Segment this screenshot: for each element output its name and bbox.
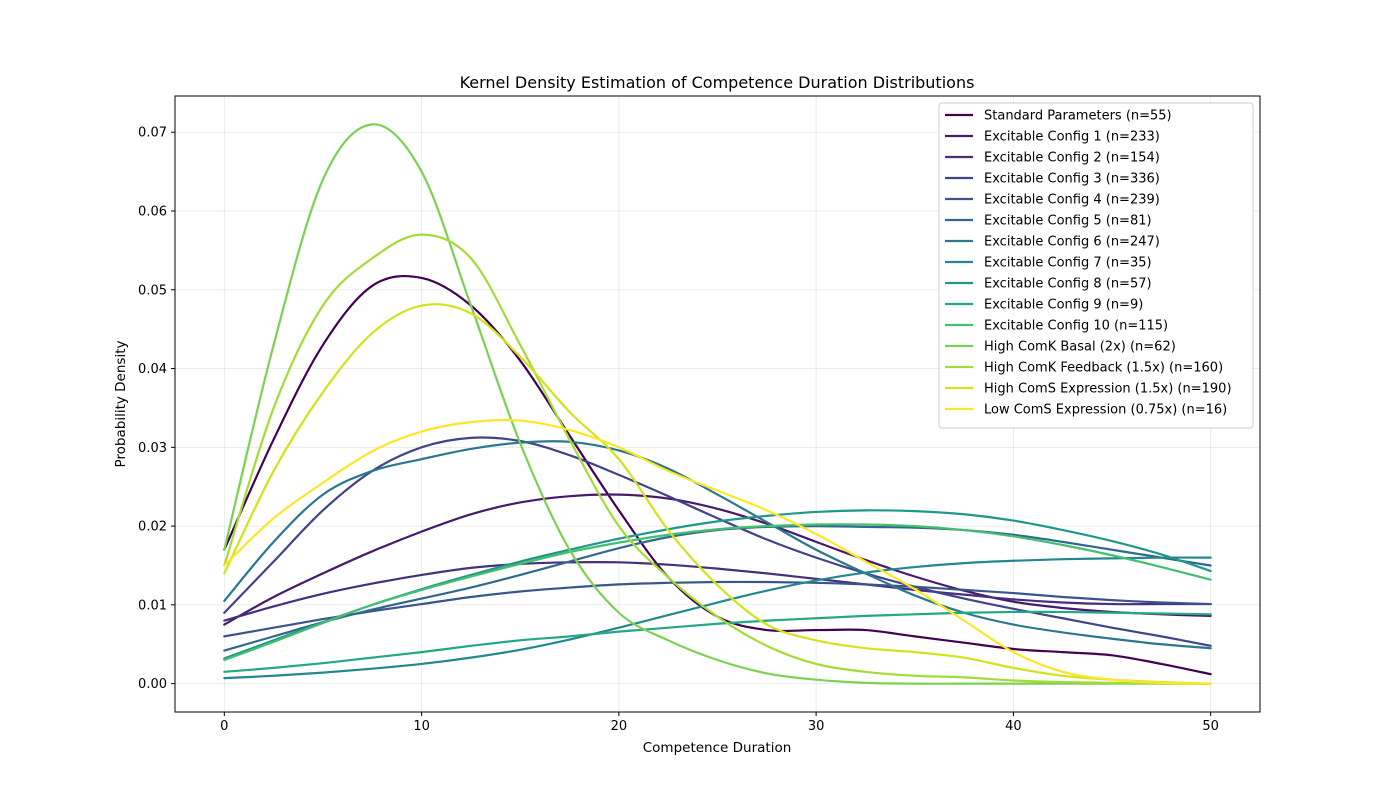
series-line-12 [223, 123, 1212, 685]
legend-entry: Excitable Config 5 (n=81) [984, 214, 1152, 229]
x-tick-label: 40 [1005, 719, 1022, 734]
y-axis-label: Probability Density [113, 341, 129, 468]
legend-entry: Excitable Config 4 (n=239) [984, 193, 1160, 208]
y-tick-label: 0.06 [138, 205, 167, 220]
legend-entry: Excitable Config 1 (n=233) [984, 130, 1160, 145]
y-tick-label: 0.07 [138, 126, 167, 141]
series-line-3 [223, 560, 1212, 622]
y-tick-label: 0.04 [138, 362, 167, 377]
legend-entry: Excitable Config 7 (n=35) [984, 256, 1152, 271]
legend-entry: Excitable Config 8 (n=57) [984, 277, 1152, 292]
legend-entry: Excitable Config 3 (n=336) [984, 172, 1160, 187]
plot-frame [174, 95, 1261, 713]
x-tick-label: 10 [413, 719, 430, 734]
legend-entry: High ComK Feedback (1.5x) (n=160) [984, 361, 1223, 376]
ticks: 0 10 20 30 40 50 0.00 0.01 0.02 0.03 0.04 0.05 0.06 0… [138, 126, 1219, 734]
x-axis-label: Competence Duration [643, 740, 792, 756]
series-line-15 [223, 418, 1212, 685]
legend-entry: High ComK Basal (2x) (n=62) [984, 340, 1176, 355]
series-line-11 [223, 523, 1212, 662]
series-line-14 [223, 303, 1212, 685]
legend-entry: Excitable Config 9 (n=9) [984, 298, 1143, 313]
y-tick-label: 0.02 [138, 520, 167, 535]
chart-title: Kernel Density Estimation of Competence … [460, 73, 975, 92]
x-tick-label: 50 [1202, 719, 1219, 734]
legend-entry: Excitable Config 10 (n=115) [984, 319, 1168, 334]
legend-box [938, 102, 1254, 429]
y-tick-label: 0.03 [138, 441, 167, 456]
axes [174, 95, 1261, 713]
series-line-4 [223, 436, 1212, 647]
x-tick-label: 0 [220, 719, 228, 734]
series-line-8 [223, 556, 1212, 680]
series-line-2 [223, 493, 1212, 626]
legend: Standard Parameters (n=55) Excitable Conf… [938, 102, 1254, 429]
series-line-1 [223, 274, 1212, 676]
y-tick-label: 0.05 [138, 283, 167, 298]
series-line-10 [223, 610, 1212, 673]
series-lines [223, 123, 1212, 685]
legend-entry: High ComS Expression (1.5x) (n=190) [984, 382, 1232, 397]
y-tick-label: 0.00 [138, 677, 167, 692]
legend-entry: Excitable Config 2 (n=154) [984, 151, 1160, 166]
series-line-13 [223, 233, 1212, 685]
x-tick-label: 30 [808, 719, 825, 734]
legend-entry: Low ComS Expression (0.75x) (n=16) [984, 403, 1227, 418]
series-line-7 [223, 440, 1212, 650]
x-tick-label: 20 [611, 719, 628, 734]
series-line-5 [223, 580, 1212, 638]
y-tick-label: 0.01 [138, 598, 167, 613]
legend-entry: Standard Parameters (n=55) [984, 109, 1172, 124]
legend-entry: Excitable Config 6 (n=247) [984, 235, 1160, 250]
